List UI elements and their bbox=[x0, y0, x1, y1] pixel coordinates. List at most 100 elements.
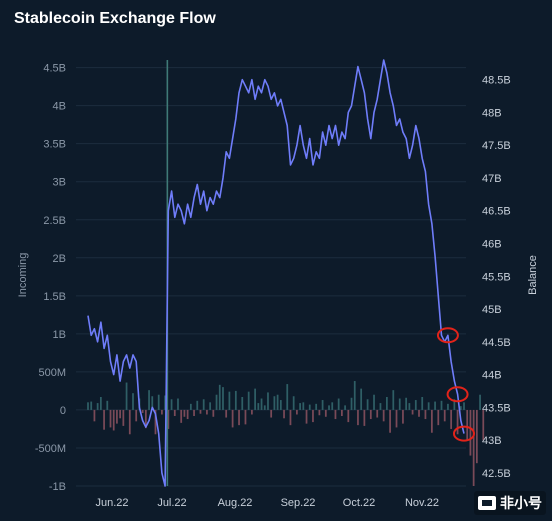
incoming-bar bbox=[90, 401, 93, 410]
x-tick-label: Oct.22 bbox=[343, 497, 375, 509]
incoming-bar bbox=[116, 409, 118, 424]
incoming-bar bbox=[456, 409, 459, 435]
left-tick-label: 0 bbox=[60, 405, 66, 417]
incoming-bar bbox=[106, 400, 109, 410]
incoming-bar bbox=[276, 394, 279, 410]
left-axis-ticks: 4.5B 4B 3.5B 3B 2.5B 2B 1.5B 1B 500M 0 -500M -1B bbox=[35, 63, 66, 493]
incoming-bar bbox=[183, 409, 186, 417]
incoming-bar bbox=[189, 403, 192, 410]
incoming-bar bbox=[180, 409, 183, 423]
incoming-bar bbox=[254, 388, 256, 410]
incoming-bar bbox=[398, 398, 401, 410]
incoming-bar bbox=[164, 395, 167, 410]
left-tick-label: 3B bbox=[53, 177, 66, 189]
incoming-bar bbox=[360, 388, 363, 410]
incoming-bar bbox=[93, 409, 96, 422]
incoming-bar bbox=[418, 409, 420, 417]
x-axis-ticks: Jun.22 Jul.22 Aug.22 Sep.22 Oct.22 Nov.22 bbox=[95, 497, 439, 509]
x-tick-label: Sep.22 bbox=[281, 497, 316, 509]
incoming-bar bbox=[450, 409, 453, 429]
incoming-bar bbox=[234, 390, 237, 410]
incoming-bar bbox=[251, 409, 253, 415]
incoming-bar bbox=[382, 409, 385, 422]
incoming-bar bbox=[206, 409, 208, 415]
highlight-circle bbox=[446, 386, 469, 403]
highlight-circle bbox=[436, 327, 459, 344]
incoming-bar bbox=[466, 409, 469, 441]
incoming-bar bbox=[241, 396, 244, 410]
right-axis-ticks: 48.5B 48B 47.5B 47B 46.5B 46B 45.5B 45B 44.5B 44B… bbox=[482, 75, 511, 480]
highlight-circle bbox=[453, 425, 475, 442]
incoming-bar bbox=[376, 409, 379, 418]
left-tick-label: 1.5B bbox=[43, 291, 66, 303]
incoming-bar bbox=[209, 402, 211, 410]
incoming-bars bbox=[87, 381, 485, 486]
grid-lines bbox=[76, 67, 466, 487]
incoming-bar bbox=[324, 409, 327, 417]
incoming-bar bbox=[193, 409, 195, 417]
incoming-bar bbox=[389, 409, 391, 433]
incoming-bar bbox=[167, 409, 170, 429]
x-tick-label: Nov.22 bbox=[405, 497, 439, 509]
right-tick-label: 45B bbox=[482, 304, 502, 316]
incoming-bar bbox=[119, 409, 122, 419]
incoming-bar bbox=[299, 403, 301, 410]
incoming-bar bbox=[385, 396, 388, 410]
incoming-bar bbox=[453, 399, 456, 410]
incoming-bar bbox=[341, 409, 343, 417]
incoming-bar bbox=[312, 409, 314, 423]
incoming-bar bbox=[218, 384, 221, 410]
incoming-bar bbox=[328, 405, 330, 410]
incoming-bar bbox=[395, 409, 398, 428]
highlight-circles bbox=[436, 327, 475, 442]
incoming-bar bbox=[479, 394, 481, 410]
balance-series-line bbox=[87, 59, 465, 487]
incoming-bar bbox=[463, 402, 465, 410]
incoming-bar bbox=[283, 409, 285, 419]
incoming-bar bbox=[475, 409, 478, 464]
incoming-bar bbox=[430, 409, 433, 433]
incoming-bar bbox=[321, 400, 324, 410]
incoming-bar bbox=[405, 397, 408, 410]
incoming-bar bbox=[202, 399, 205, 410]
incoming-bar bbox=[225, 409, 228, 418]
incoming-bar bbox=[154, 409, 157, 435]
left-tick-label: 4B bbox=[53, 101, 66, 113]
incoming-bar bbox=[379, 403, 382, 410]
incoming-bar bbox=[125, 382, 128, 410]
left-tick-label: 4.5B bbox=[43, 63, 66, 75]
incoming-bar bbox=[315, 403, 318, 410]
incoming-bar bbox=[427, 402, 430, 410]
incoming-bar bbox=[148, 390, 150, 410]
chart-title: Stablecoin Exchange Flow bbox=[14, 10, 216, 27]
right-tick-label: 42.5B bbox=[482, 468, 511, 480]
incoming-bar bbox=[228, 391, 231, 410]
right-tick-label: 48B bbox=[482, 107, 502, 119]
incoming-bar bbox=[369, 409, 372, 420]
incoming-bar bbox=[344, 405, 346, 410]
incoming-bar bbox=[132, 393, 134, 410]
incoming-bar bbox=[286, 384, 289, 410]
incoming-bar bbox=[141, 409, 144, 413]
incoming-bar bbox=[151, 396, 154, 410]
left-tick-label: 3.5B bbox=[43, 139, 66, 151]
right-tick-label: 44B bbox=[482, 370, 502, 382]
watermark-text: 非小号 bbox=[500, 495, 542, 511]
incoming-bar bbox=[212, 409, 215, 417]
incoming-bar bbox=[347, 409, 350, 423]
left-tick-label: 500M bbox=[38, 367, 66, 379]
left-tick-label: 2B bbox=[53, 253, 66, 265]
incoming-bar bbox=[337, 398, 340, 410]
right-tick-label: 43B bbox=[482, 435, 502, 447]
incoming-bar bbox=[103, 409, 105, 430]
incoming-bar bbox=[443, 409, 446, 422]
incoming-bar bbox=[238, 409, 240, 426]
incoming-bar bbox=[196, 400, 199, 410]
incoming-bar bbox=[331, 402, 334, 410]
incoming-bar bbox=[459, 406, 462, 410]
incoming-bar bbox=[350, 397, 353, 410]
x-tick-label: Aug.22 bbox=[218, 497, 253, 509]
incoming-bar bbox=[244, 409, 247, 425]
incoming-bar bbox=[222, 387, 224, 410]
